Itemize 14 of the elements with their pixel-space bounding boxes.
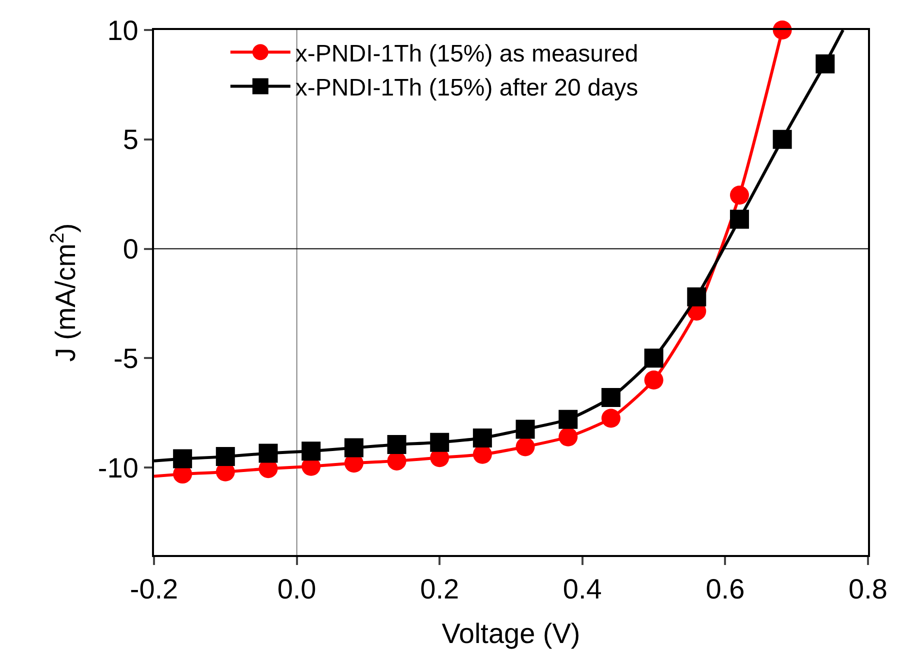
x-tick-label: 0.2 <box>420 574 460 605</box>
y-tick-label: 10 <box>107 14 138 46</box>
x-tick-label: 0.4 <box>562 574 602 605</box>
y-tick-label: -10 <box>98 452 138 484</box>
y-tick-label: 5 <box>122 124 138 156</box>
x-tick-label: -0.2 <box>130 574 178 605</box>
x-axis-title: Voltage (V) <box>442 618 580 650</box>
legend-label: x-PNDI-1Th (15%) after 20 days <box>295 74 638 102</box>
y-tick-label: 0 <box>122 234 138 265</box>
x-tick-label: 0.8 <box>848 574 888 605</box>
x-tick-label: 0.6 <box>706 574 745 605</box>
y-tick-label: -5 <box>113 342 138 374</box>
legend-label: x-PNDI-1Th (15%) as measured <box>295 40 638 68</box>
x-tick-label: 0.0 <box>277 574 316 605</box>
